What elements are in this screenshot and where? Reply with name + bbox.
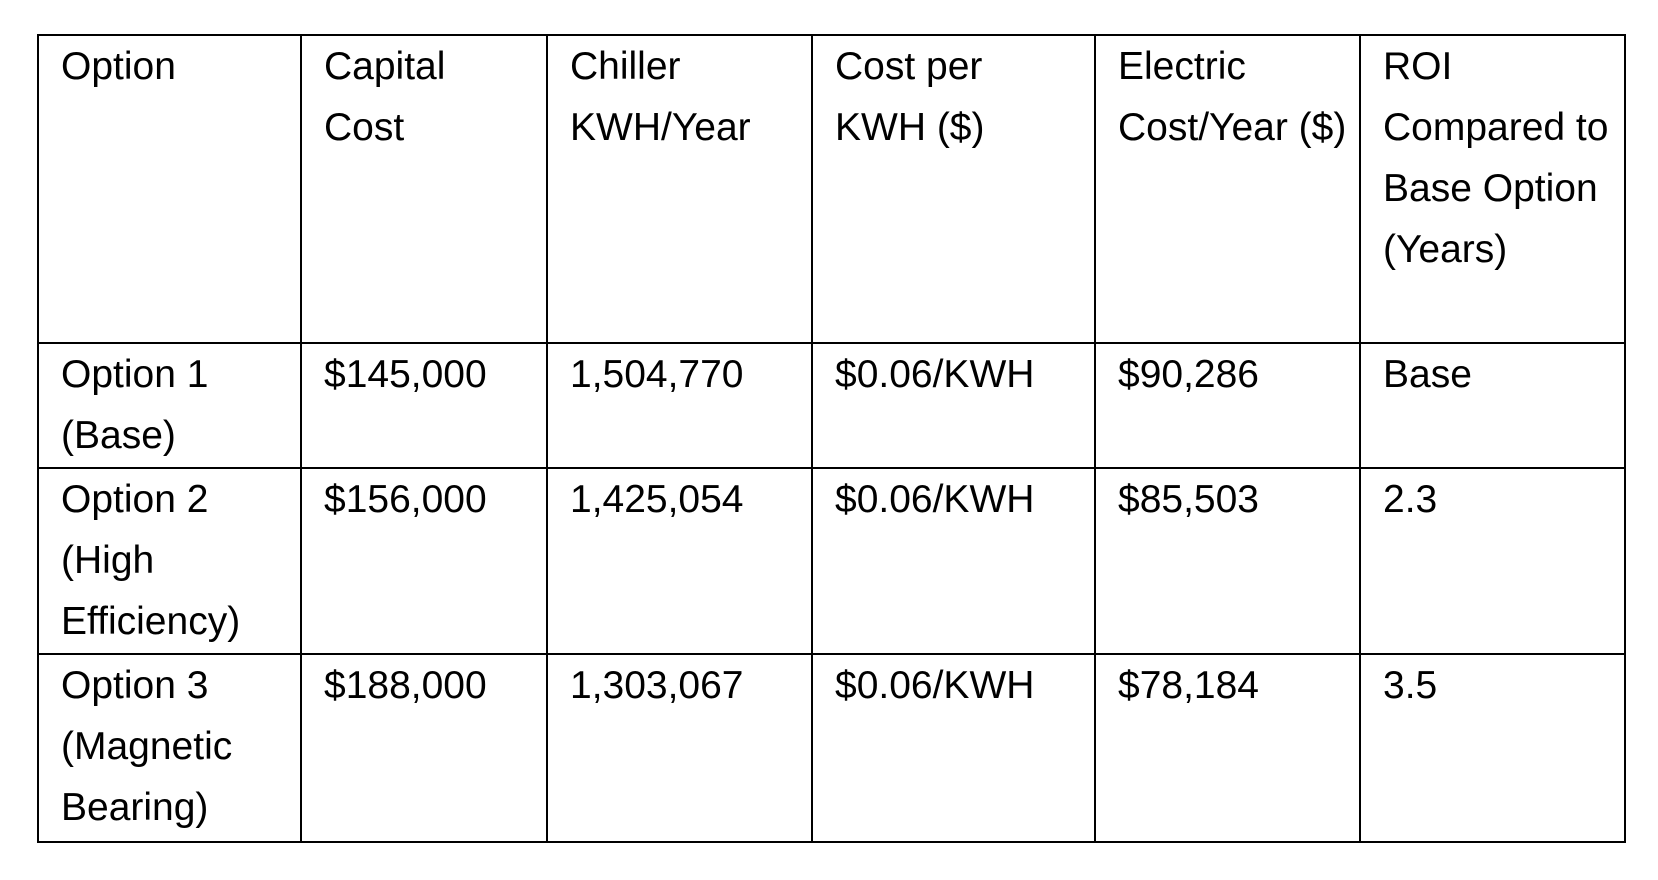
header-cell: Chiller KWH/Year: [546, 34, 813, 344]
table-row: Option 1 (Base) $145,000 1,504,770 $0.06/KW…: [37, 342, 1626, 469]
table-cell: 1,425,054: [546, 467, 813, 655]
table-cell: $0.06/KWH: [811, 653, 1096, 843]
table-cell: 2.3: [1359, 467, 1626, 655]
table-cell: $188,000: [300, 653, 548, 843]
table-cell: $90,286: [1094, 342, 1361, 469]
header-cell: ROI Compared to Base Option (Years): [1359, 34, 1626, 344]
table-row: Option 3 (Magnetic Bearing) $188,000 1,303…: [37, 653, 1626, 843]
table-row: Option 2 (High Efficiency) $156,000 1,425,…: [37, 467, 1626, 655]
table-cell: Base: [1359, 342, 1626, 469]
cost-table: Option Capital Cost Chiller KWH/Year Cost p…: [37, 34, 1626, 843]
header-cell: Electric Cost/Year ($): [1094, 34, 1361, 344]
table-cell: 1,303,067: [546, 653, 813, 843]
table-cell: $85,503: [1094, 467, 1361, 655]
table-body: Option Capital Cost Chiller KWH/Year Cost p…: [37, 34, 1626, 843]
table-cell: Option 1 (Base): [37, 342, 302, 469]
table-cell: Option 3 (Magnetic Bearing): [37, 653, 302, 843]
header-cell: Option: [37, 34, 302, 344]
table-cell: $0.06/KWH: [811, 342, 1096, 469]
table-cell: $0.06/KWH: [811, 467, 1096, 655]
table-cell: 1,504,770: [546, 342, 813, 469]
header-cell: Capital Cost: [300, 34, 548, 344]
table-cell: $156,000: [300, 467, 548, 655]
header-cell: Cost per KWH ($): [811, 34, 1096, 344]
table-cell: 3.5: [1359, 653, 1626, 843]
table-cell: Option 2 (High Efficiency): [37, 467, 302, 655]
table-cell: $78,184: [1094, 653, 1361, 843]
table-cell: $145,000: [300, 342, 548, 469]
header-row: Option Capital Cost Chiller KWH/Year Cost p…: [37, 34, 1626, 344]
